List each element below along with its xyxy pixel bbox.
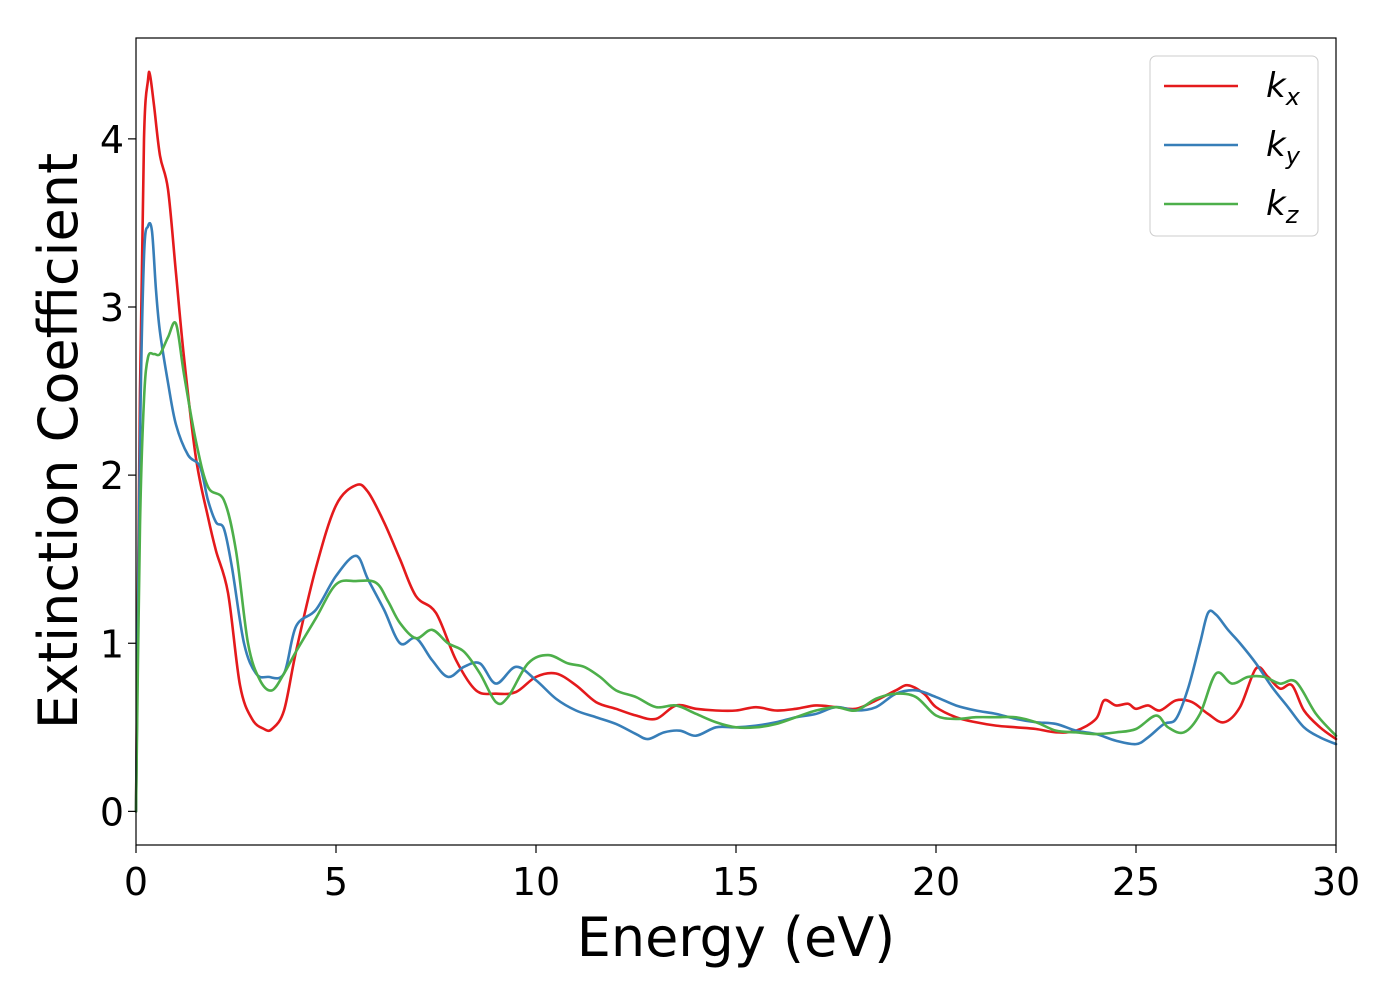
x-tick-label: 0 bbox=[124, 860, 148, 904]
y-tick-label: 1 bbox=[100, 622, 124, 666]
x-tick-label: 10 bbox=[512, 860, 560, 904]
series-line-x bbox=[134, 70, 1338, 813]
y-tick-label: 3 bbox=[100, 286, 124, 330]
series-layer bbox=[134, 70, 1338, 813]
legend-label-z: kz bbox=[1266, 184, 1300, 229]
legend-label-y: ky bbox=[1266, 125, 1301, 170]
x-tick-label: 5 bbox=[324, 860, 348, 904]
y-axis-title: Extinction Coefficient bbox=[27, 153, 90, 729]
x-tick-label: 25 bbox=[1112, 860, 1160, 904]
legend-label-x: kx bbox=[1266, 66, 1301, 111]
series-line-z bbox=[134, 321, 1338, 813]
x-tick-label: 20 bbox=[912, 860, 960, 904]
y-tick-label: 4 bbox=[100, 118, 124, 162]
x-axis-title: Energy (eV) bbox=[577, 906, 896, 969]
y-tick-label: 0 bbox=[100, 790, 124, 834]
legend: kx ky kz bbox=[1149, 55, 1319, 237]
x-tick-label: 15 bbox=[712, 860, 760, 904]
x-tick-label: 30 bbox=[1312, 860, 1360, 904]
series-line-y bbox=[134, 221, 1338, 813]
y-tick-label: 2 bbox=[100, 454, 124, 498]
ticks-layer: 0 5 10 15 20 25 30 0 1 2 3 4 bbox=[100, 118, 1360, 904]
